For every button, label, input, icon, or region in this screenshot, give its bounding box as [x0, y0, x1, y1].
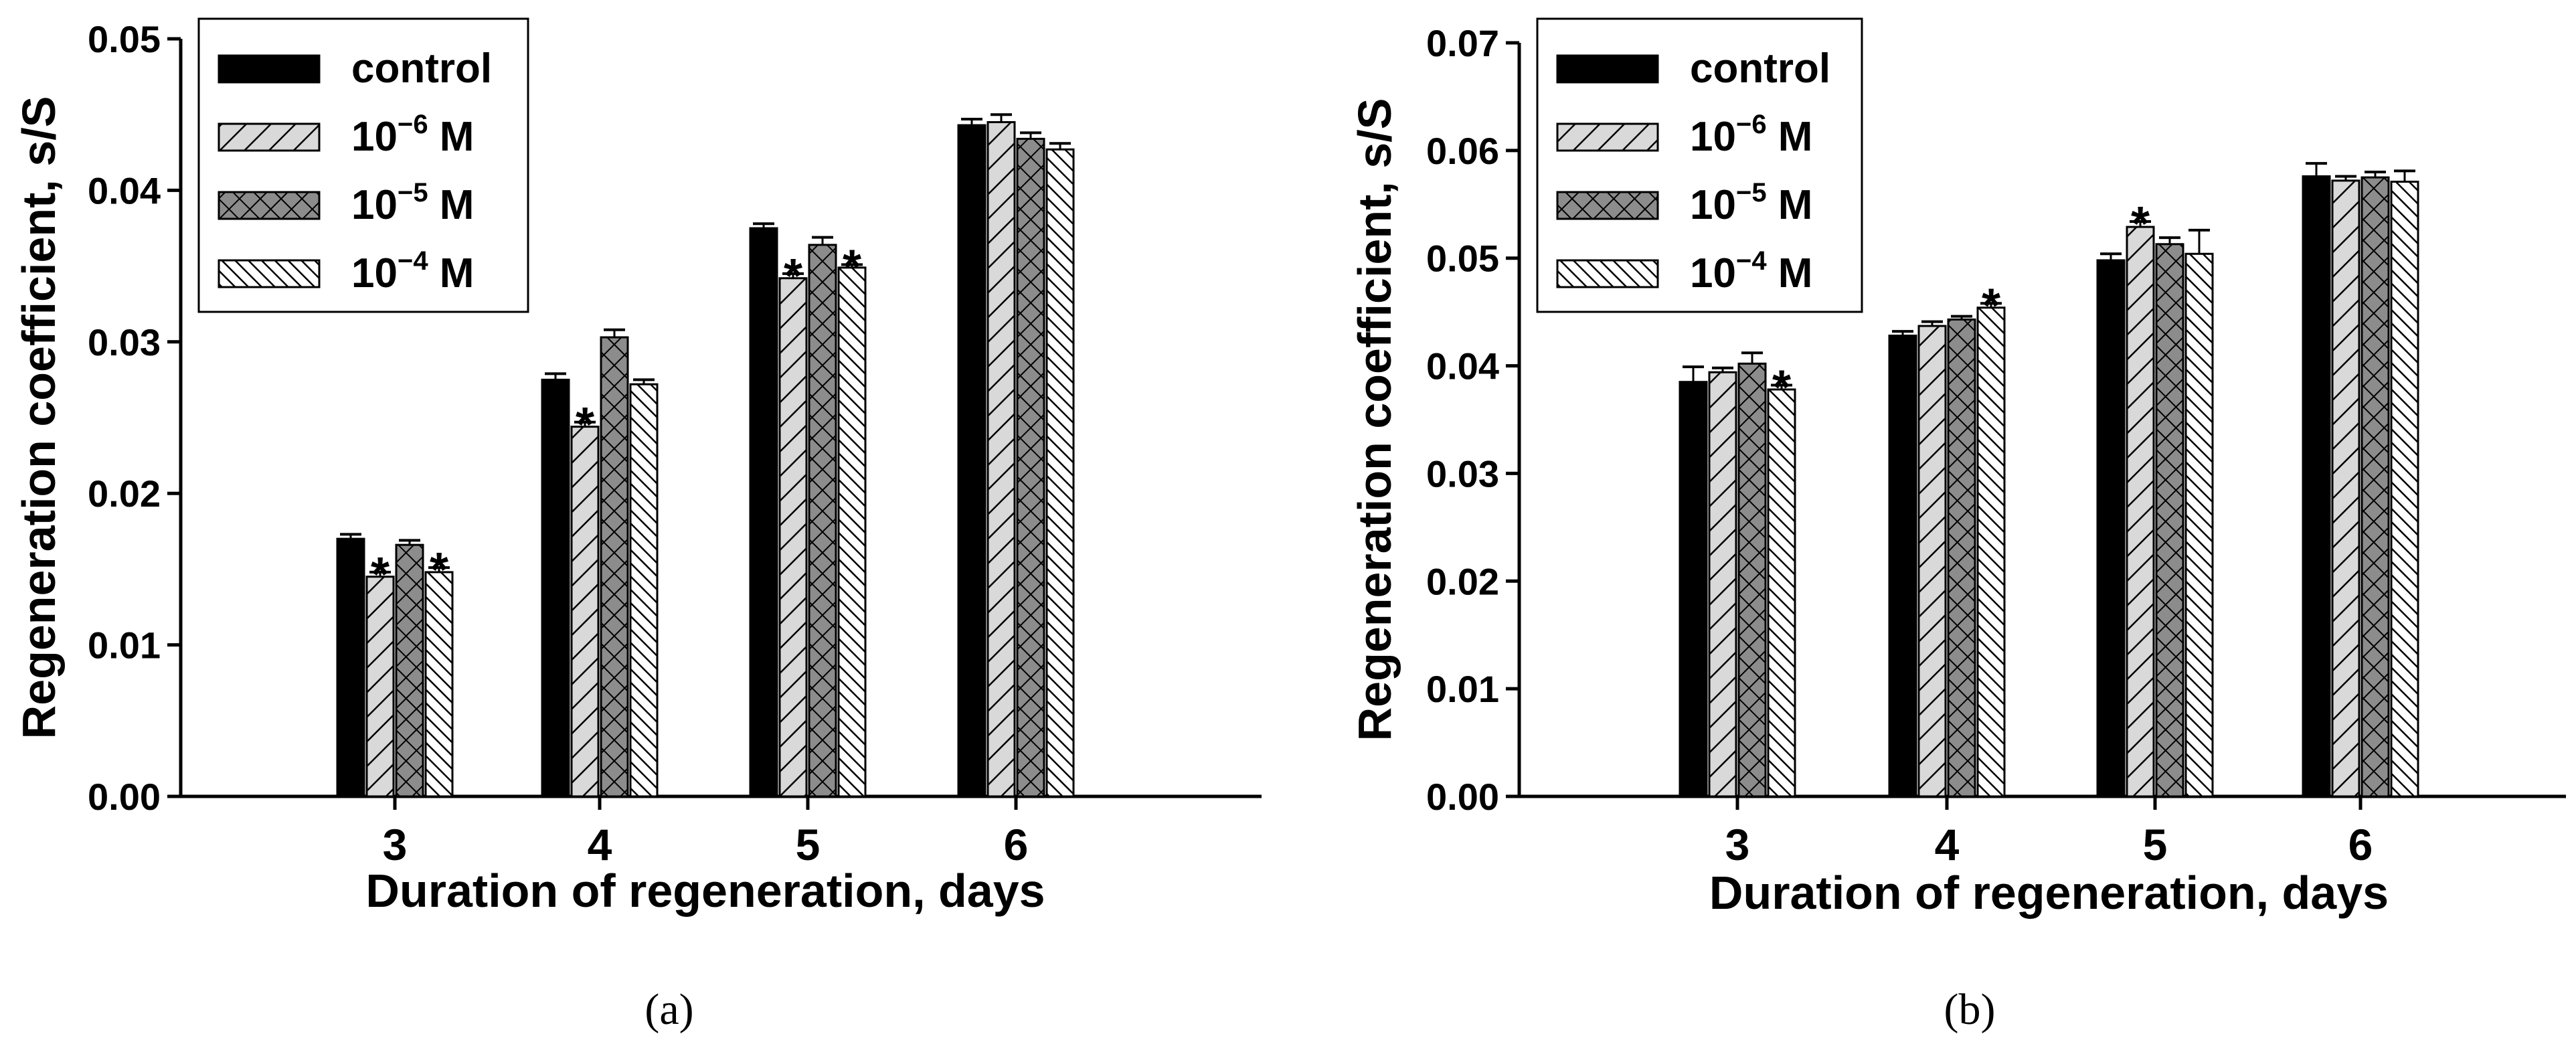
significance-star: * [371, 548, 390, 602]
legend-swatch [218, 122, 321, 152]
bar [629, 383, 659, 798]
bar [395, 543, 424, 798]
y-tick-label: 0.07 [1426, 22, 1499, 64]
x-tick-label: 6 [2348, 820, 2373, 869]
bar [2155, 243, 2184, 798]
y-tick-label: 0.01 [88, 624, 161, 667]
bar [778, 277, 808, 798]
legend-label: control [1690, 46, 1830, 92]
legend-swatch [218, 191, 321, 220]
legend-label: 10−6 M [1690, 110, 1812, 160]
y-axis-label: Regeneration coefficient, s/S [1349, 98, 1401, 742]
bar [1917, 325, 1947, 798]
x-axis-label: Duration of regeneration, days [1709, 867, 2389, 919]
bar [2184, 252, 2214, 798]
legend-label: 10−4 M [351, 246, 474, 296]
y-tick-label: 0.01 [1426, 668, 1499, 710]
significance-star: * [576, 398, 594, 452]
bar [1888, 335, 1917, 798]
significance-star: * [784, 250, 802, 303]
bar [2360, 176, 2390, 798]
bar [1708, 371, 1737, 798]
bar [957, 124, 986, 798]
legend: control 10−6 M 10−5 M 10−4 M [1536, 17, 1863, 313]
y-axis-label: Regeneration coefficient, s/S [13, 96, 65, 740]
panel-caption: (a) [645, 985, 693, 1034]
bar [808, 244, 837, 798]
bar [365, 576, 395, 798]
x-tick-label: 3 [383, 820, 408, 869]
bar [1016, 137, 1045, 798]
bar [2390, 181, 2419, 798]
significance-star: * [430, 543, 448, 597]
significance-star: * [2131, 197, 2150, 251]
y-tick-label: 0.02 [1426, 560, 1499, 602]
bar [1947, 318, 1976, 798]
y-tick-label: 0.05 [1426, 238, 1499, 280]
legend: control 10−6 M 10−5 M 10−4 M [197, 17, 529, 313]
y-tick-label: 0.02 [88, 472, 161, 515]
bar [749, 227, 778, 798]
bar [1045, 148, 1075, 798]
bar [2302, 175, 2331, 798]
legend-swatch [1556, 122, 1659, 152]
bar [1679, 381, 1708, 798]
legend-swatch [1556, 259, 1659, 288]
y-tick-label: 0.05 [88, 18, 161, 60]
bar [1767, 388, 1796, 798]
legend-label: 10−6 M [351, 110, 474, 160]
legend-label: 10−5 M [351, 178, 474, 228]
legend-swatch [1556, 54, 1659, 84]
legend-label: 10−4 M [1690, 246, 1812, 296]
legend-swatch [218, 259, 321, 288]
significance-star: * [1772, 361, 1791, 415]
bar [1976, 307, 2006, 798]
x-tick-label: 6 [1004, 820, 1029, 869]
significance-star: * [1982, 279, 2000, 333]
bar [336, 537, 365, 798]
x-tick-label: 5 [2143, 820, 2168, 869]
significance-star: * [843, 240, 861, 294]
x-tick-label: 3 [1725, 820, 1750, 869]
panel-caption: (b) [1944, 985, 1996, 1034]
bar [541, 378, 570, 798]
x-tick-label: 5 [796, 820, 821, 869]
y-tick-label: 0.06 [1426, 130, 1499, 172]
x-axis-label: Duration of regeneration, days [365, 865, 1045, 917]
legend-swatch [1556, 191, 1659, 220]
bar [600, 336, 629, 798]
x-tick-label: 4 [588, 820, 612, 869]
bar [2331, 179, 2360, 798]
legend-label: control [351, 46, 492, 92]
y-tick-label: 0.04 [1426, 345, 1499, 387]
bar [570, 426, 600, 798]
y-tick-label: 0.04 [88, 169, 161, 211]
chart-panel-a: 0.00 0.01 0.02 0.03 0.04 0.05 3 4 5 6 * * * * * control… [13, 17, 1262, 1034]
chart-panel-b: 0.00 0.01 0.02 0.03 0.04 0.05 0.06 0.07 3 4 5 6 * * * c… [1349, 17, 2566, 1034]
y-tick-label: 0.00 [1426, 776, 1499, 818]
legend-label: 10−5 M [1690, 178, 1812, 228]
bar [424, 571, 454, 798]
legend-swatch [218, 54, 321, 84]
bar [837, 266, 867, 798]
y-tick-label: 0.03 [1426, 452, 1499, 495]
y-tick-label: 0.00 [88, 776, 161, 818]
bar [2126, 226, 2155, 798]
bar [2096, 259, 2126, 798]
y-tick-label: 0.03 [88, 321, 161, 363]
bar [1737, 362, 1767, 798]
x-tick-label: 4 [1935, 820, 1960, 869]
bar [986, 121, 1016, 798]
